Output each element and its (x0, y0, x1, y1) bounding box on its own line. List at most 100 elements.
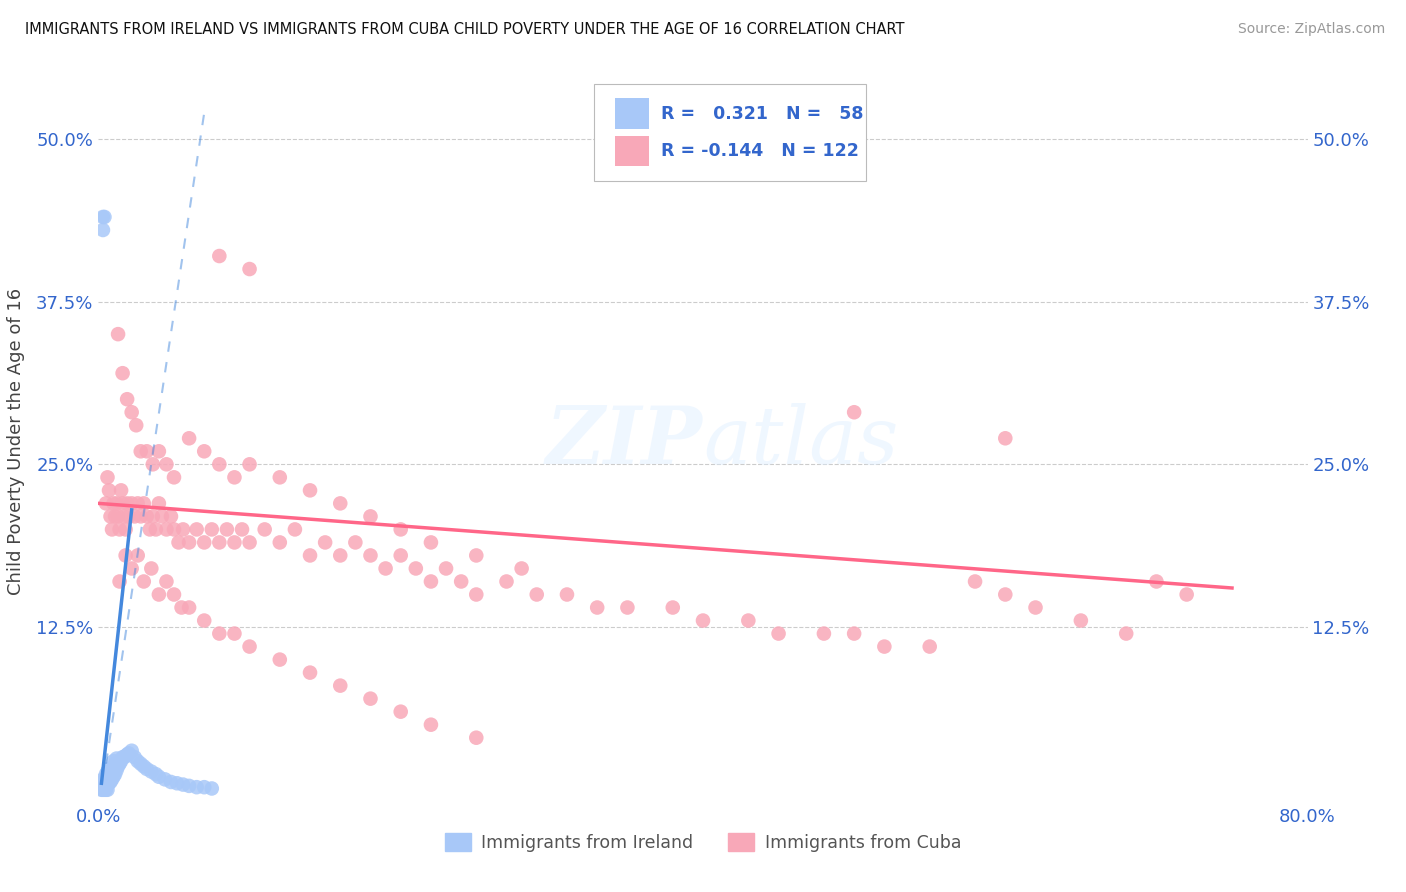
Point (224, 535, 246, 549)
Point (105, 496, 128, 510)
Point (239, 262, 262, 277)
Point (101, 523, 124, 537)
Point (94, 775, 117, 789)
Point (98, 762, 121, 776)
Point (100, 509, 122, 524)
Point (121, 561, 143, 575)
Point (101, 764, 124, 778)
Point (94, 782, 117, 797)
Point (284, 523, 307, 537)
Point (107, 327, 129, 342)
Point (118, 747, 141, 761)
Point (148, 444, 170, 458)
Point (148, 770, 170, 784)
Point (91, 223, 114, 237)
Point (450, 574, 472, 589)
Point (132, 574, 155, 589)
Point (114, 748, 136, 763)
Point (167, 535, 190, 549)
Point (155, 574, 177, 589)
Point (344, 535, 367, 549)
Point (231, 523, 253, 537)
Point (405, 561, 427, 575)
Point (90, 782, 112, 797)
Point (132, 759, 155, 773)
FancyBboxPatch shape (614, 136, 648, 166)
Point (193, 444, 215, 458)
Point (103, 496, 125, 510)
Text: IMMIGRANTS FROM IRELAND VS IMMIGRANTS FROM CUBA CHILD POVERTY UNDER THE AGE OF 1: IMMIGRANTS FROM IRELAND VS IMMIGRANTS FR… (25, 22, 905, 37)
Point (100, 775, 122, 789)
Point (208, 535, 231, 549)
Point (994, 431, 1017, 445)
Point (737, 614, 759, 628)
Point (145, 767, 167, 781)
Point (420, 717, 443, 731)
Point (495, 574, 517, 589)
Point (389, 523, 412, 537)
Point (844, 405, 866, 419)
Point (239, 640, 262, 654)
Point (115, 496, 138, 510)
Point (692, 614, 714, 628)
Point (124, 509, 146, 524)
Point (98, 483, 121, 498)
Point (465, 587, 488, 601)
Point (135, 444, 157, 458)
Point (127, 549, 149, 563)
Point (129, 509, 152, 524)
Point (224, 626, 246, 640)
Point (91, 782, 114, 797)
Text: R =   0.321   N =   58: R = 0.321 N = 58 (661, 104, 863, 122)
Point (179, 600, 201, 615)
Point (103, 770, 125, 784)
Point (172, 778, 194, 792)
Point (172, 523, 194, 537)
Point (965, 574, 987, 589)
Text: ZIP: ZIP (546, 403, 703, 480)
Point (160, 775, 183, 789)
Point (389, 705, 412, 719)
Point (104, 767, 127, 781)
Text: atlas: atlas (703, 403, 898, 480)
Point (100, 767, 122, 781)
Point (179, 779, 201, 793)
Point (107, 759, 129, 773)
Point (661, 600, 683, 615)
Point (813, 626, 835, 640)
Y-axis label: Child Poverty Under the Age of 16: Child Poverty Under the Age of 16 (7, 288, 25, 595)
Point (96, 778, 118, 792)
Point (166, 776, 188, 790)
Point (112, 509, 135, 524)
Point (329, 549, 352, 563)
Point (239, 458, 262, 472)
Point (360, 509, 382, 524)
Point (170, 600, 193, 615)
Point (1175, 587, 1198, 601)
Point (844, 626, 866, 640)
Point (208, 626, 231, 640)
Text: R = -0.144   N = 122: R = -0.144 N = 122 (661, 142, 859, 160)
Point (91, 779, 114, 793)
Point (253, 523, 276, 537)
Point (121, 744, 143, 758)
Point (115, 747, 138, 762)
Point (360, 549, 382, 563)
Point (108, 523, 131, 537)
Point (208, 249, 231, 263)
Point (127, 496, 149, 510)
Point (148, 496, 170, 510)
Point (112, 750, 135, 764)
Point (201, 523, 224, 537)
Point (96, 764, 118, 779)
Point (103, 762, 125, 776)
Point (127, 754, 149, 768)
Point (224, 470, 246, 484)
Point (111, 366, 134, 380)
Point (434, 561, 457, 575)
Point (91, 772, 114, 787)
Point (135, 762, 157, 776)
Point (105, 764, 128, 778)
Point (124, 750, 146, 764)
Point (389, 549, 412, 563)
